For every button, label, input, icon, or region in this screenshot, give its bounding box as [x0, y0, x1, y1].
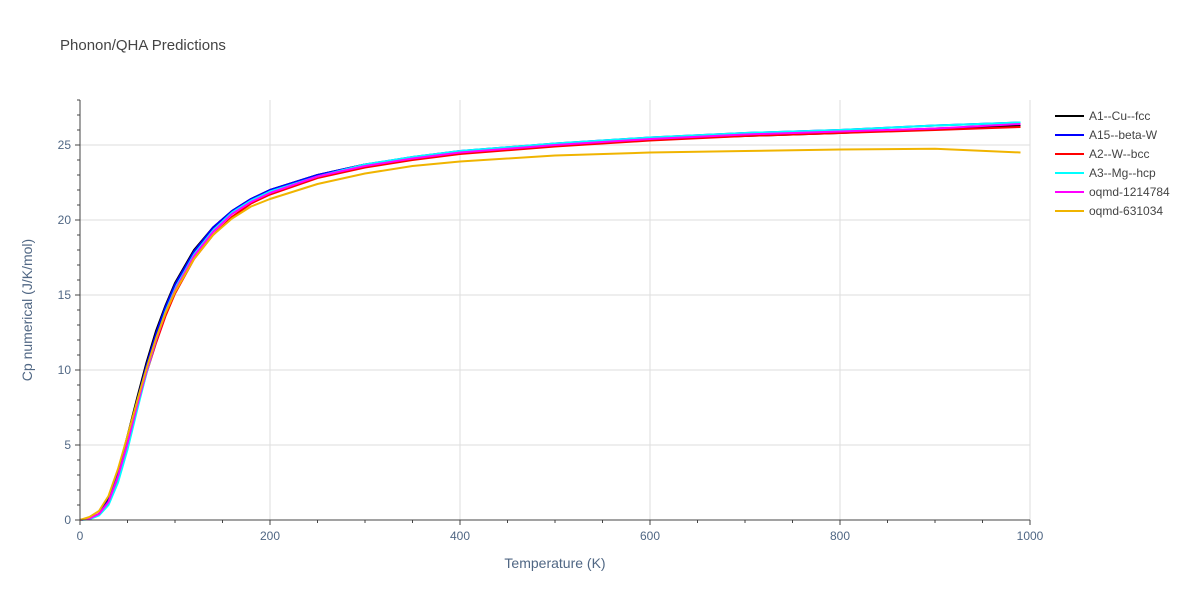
legend-label: oqmd-1214784: [1089, 185, 1170, 199]
legend-item[interactable]: A1--Cu--fcc: [1055, 109, 1150, 123]
series-line-oqmd-631034: [79, 147, 1021, 521]
chart-title: Phonon/QHA Predictions: [60, 37, 226, 54]
series-line-A1--Cu--fcc: [79, 124, 1021, 521]
x-tick-label: 400: [450, 529, 470, 543]
legend-item[interactable]: A2--W--bcc: [1055, 147, 1149, 161]
legend-item[interactable]: A3--Mg--hcp: [1055, 166, 1156, 180]
legend-item[interactable]: A15--beta-W: [1055, 128, 1158, 142]
x-tick-label: 800: [830, 529, 850, 543]
series-line-A2--W--bcc: [79, 126, 1021, 521]
legend-label: A3--Mg--hcp: [1089, 166, 1156, 180]
legend-label: A2--W--bcc: [1089, 147, 1149, 161]
legend-label: A15--beta-W: [1089, 128, 1158, 142]
series-line-A15--beta-W: [79, 121, 1021, 521]
x-tick-label: 1000: [1017, 529, 1044, 543]
x-axis-title: Temperature (K): [504, 555, 605, 571]
series-layer: [79, 121, 1021, 521]
x-tick-label: 0: [77, 529, 84, 543]
series-line-oqmd-1214784: [79, 123, 1021, 521]
legend-label: A1--Cu--fcc: [1089, 109, 1150, 123]
y-tick-label: 0: [64, 513, 71, 527]
x-tick-label: 200: [260, 529, 280, 543]
gridlines: [80, 100, 1031, 520]
y-tick-label: 10: [58, 363, 72, 377]
y-axis-title: Cp numerical (J/K/mol): [19, 239, 35, 381]
y-tick-label: 25: [58, 138, 72, 152]
y-tick-label: 5: [64, 438, 71, 452]
series-line-A3--Mg--hcp: [79, 121, 1021, 521]
legend-label: oqmd-631034: [1089, 204, 1163, 218]
y-tick-label: 15: [58, 288, 72, 302]
legend-item[interactable]: oqmd-631034: [1055, 204, 1163, 218]
legend: A1--Cu--fcc A15--beta-W A2--W--bcc A3--Mg--…: [1055, 109, 1170, 218]
y-tick-label: 20: [58, 213, 72, 227]
axes: 0 200 400 600 800 1000 0 5 10 15 20 25: [58, 99, 1044, 543]
legend-item[interactable]: oqmd-1214784: [1055, 185, 1170, 199]
x-tick-label: 600: [640, 529, 660, 543]
